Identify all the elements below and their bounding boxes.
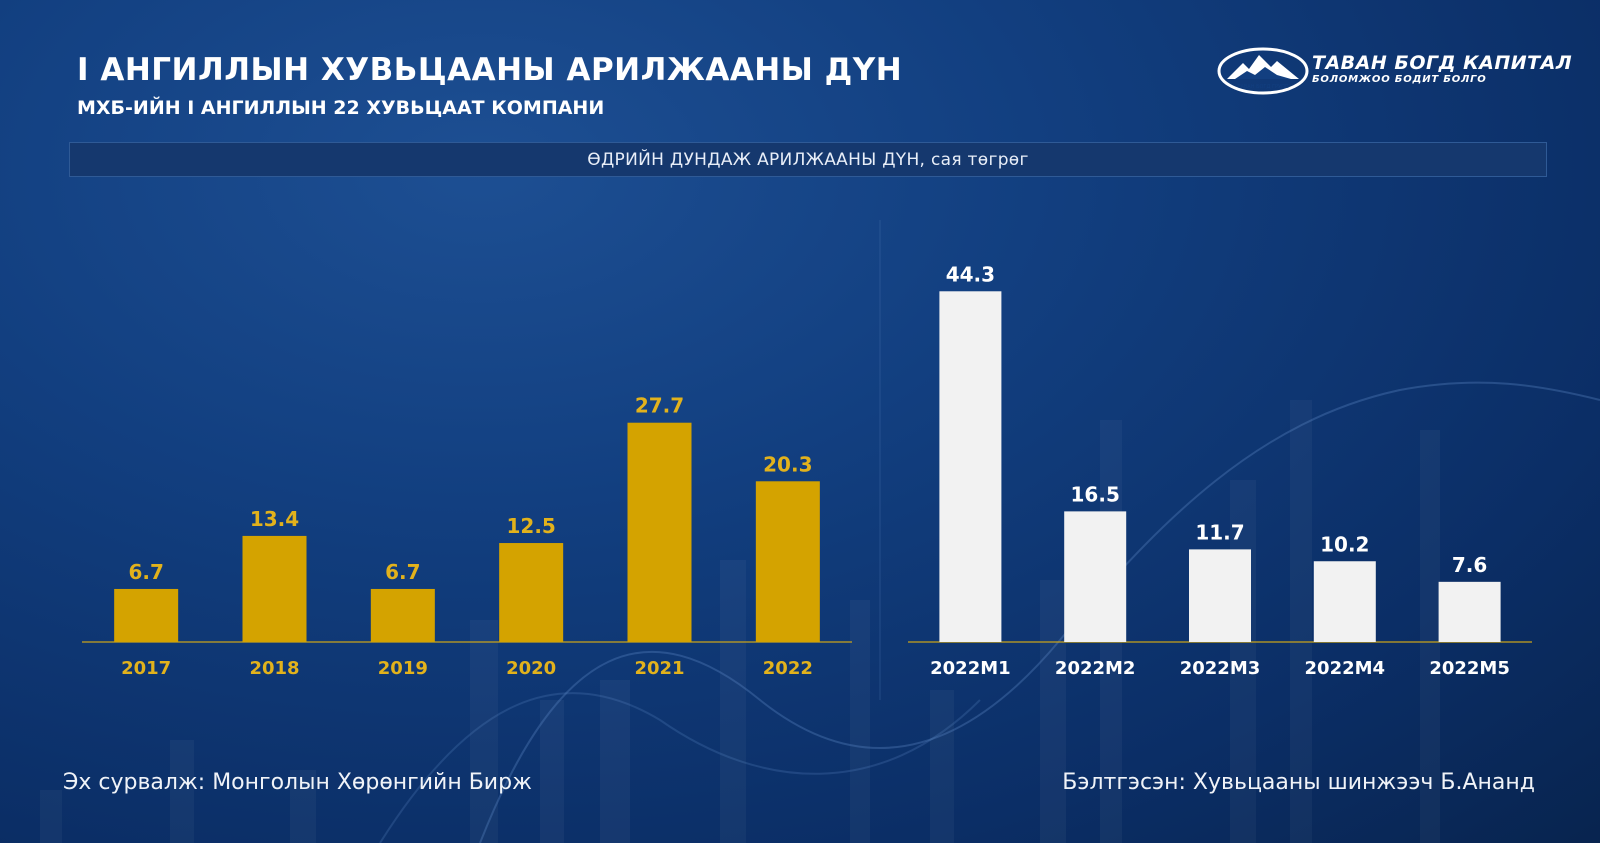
yearly-data-label: 6.7 [128, 560, 163, 584]
yearly-tick-label: 2017 [121, 658, 171, 679]
yearly-data-label: 12.5 [506, 514, 555, 538]
logo-tagline: БОЛОМЖОО БОДИТ БОЛГО [1312, 74, 1487, 85]
yearly-tick-label: 2019 [378, 658, 428, 679]
author-note: Бэлтгэсэн: Хувьцааны шинжээч Б.Ананд [1062, 770, 1535, 795]
monthly-data-label: 11.7 [1195, 520, 1244, 544]
source-note: Эх сурвалж: Монголын Хөрөнгийн Бирж [63, 770, 532, 795]
logo-name: ТАВАН БОГД КАПИТАЛ [1312, 52, 1573, 74]
emblem-text: ТАВАН БОГД ГРУПП [1236, 84, 1288, 90]
monthly-tick-label: 2022M3 [1180, 658, 1261, 679]
monthly-bar-2022M5 [1438, 581, 1501, 642]
yearly-bar-2020 [499, 543, 564, 642]
company-logo: ТАВАН БОГД ГРУПП [1217, 47, 1309, 95]
monthly-bar-2022M3 [1189, 549, 1251, 642]
monthly-tick-label: 2022M1 [930, 658, 1011, 679]
yearly-bar-2022 [755, 481, 820, 642]
monthly-data-label: 7.6 [1452, 553, 1487, 577]
yearly-bar-2018 [242, 535, 307, 642]
monthly-bar-2022M2 [1064, 511, 1127, 642]
monthly-bar-2022M4 [1313, 561, 1376, 642]
yearly-tick-label: 2022 [763, 658, 813, 679]
mountain-emblem-icon [1217, 47, 1309, 95]
yearly-bar-2019 [370, 588, 435, 642]
monthly-tick-label: 2022M4 [1305, 658, 1386, 679]
monthly-data-label: 16.5 [1071, 482, 1120, 506]
monthly-data-label: 10.2 [1320, 532, 1369, 556]
yearly-tick-label: 2020 [506, 658, 556, 679]
yearly-data-label: 20.3 [763, 452, 812, 476]
yearly-data-label: 13.4 [250, 507, 299, 531]
yearly-tick-label: 2021 [634, 658, 684, 679]
page-title: I АНГИЛЛЫН ХУВЬЦААНЫ АРИЛЖААНЫ ДҮН [77, 52, 903, 88]
monthly-bar-2022M1 [939, 291, 1002, 642]
yearly-tick-label: 2018 [249, 658, 299, 679]
chart-banner-text: ӨДРИЙН ДУНДАЖ АРИЛЖААНЫ ДҮН, сая төгрөг [587, 149, 1029, 170]
monthly-tick-label: 2022M5 [1429, 658, 1510, 679]
chart-banner: ӨДРИЙН ДУНДАЖ АРИЛЖААНЫ ДҮН, сая төгрөг [69, 142, 1547, 177]
yearly-data-label: 27.7 [635, 394, 684, 418]
yearly-bar-2017 [114, 588, 179, 642]
yearly-data-label: 6.7 [385, 560, 420, 584]
monthly-data-label: 44.3 [946, 262, 995, 286]
yearly-bar-2021 [627, 422, 692, 642]
page-subtitle: МХБ-ИЙН I АНГИЛЛЫН 22 ХУВЬЦААТ КОМПАНИ [77, 97, 605, 119]
monthly-tick-label: 2022M2 [1055, 658, 1136, 679]
